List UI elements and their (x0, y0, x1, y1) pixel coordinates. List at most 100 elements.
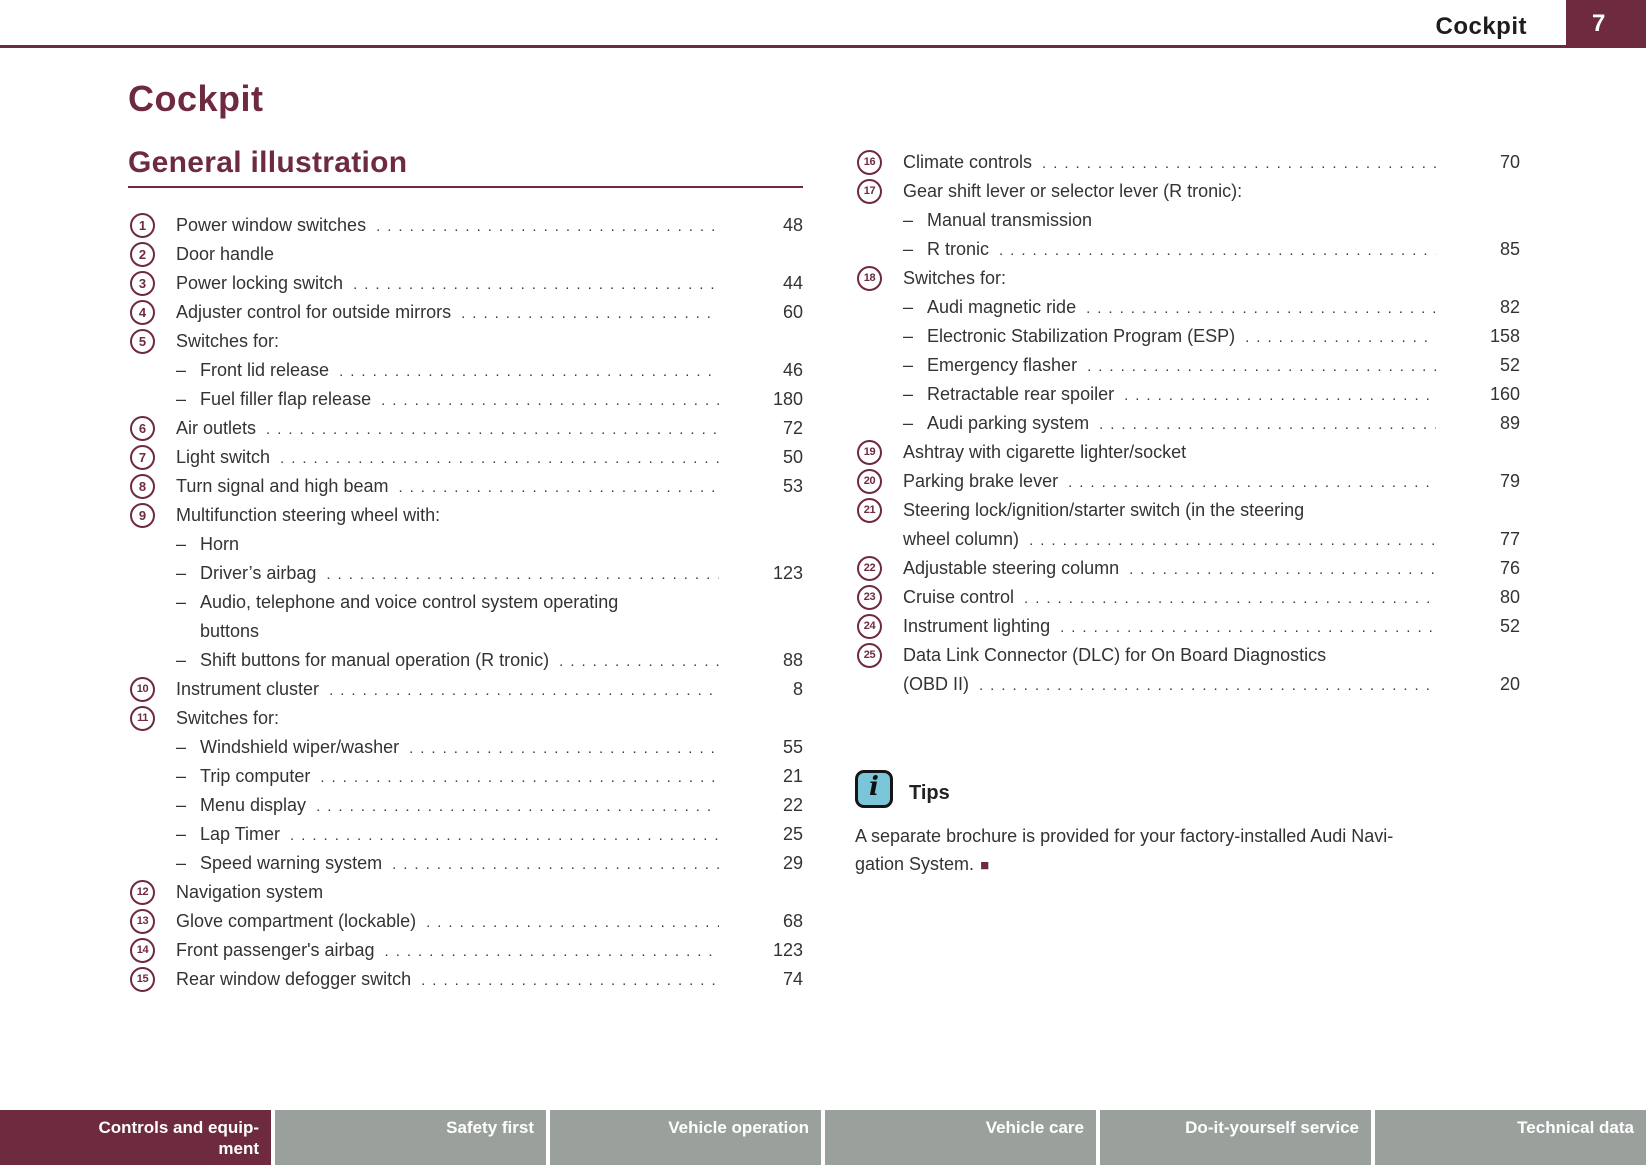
item-marker: 23 (855, 585, 903, 610)
toc-item: 11 Switches for: (128, 704, 803, 733)
toc-line: 2 Door handle (128, 240, 803, 269)
dot-leader (376, 218, 719, 235)
toc-line: (OBD II) 20 (855, 670, 1520, 699)
toc-line: 20 Parking brake lever 79 (855, 467, 1520, 496)
toc-item-label: Switches for: (176, 331, 280, 351)
toc-line: 21 Steering lock/ignition/starter switch … (855, 496, 1520, 525)
item-marker: 14 (128, 938, 176, 963)
toc-line: 25 Data Link Connector (DLC) for On Board… (855, 641, 1520, 670)
dot-leader (1068, 474, 1436, 491)
toc-item-label: Air outlets (176, 418, 257, 438)
toc-item-label: Turn signal and high beam (176, 476, 389, 496)
toc-item: 9 Multifunction steering wheel with: (128, 501, 803, 530)
dash-bullet: – (903, 297, 914, 317)
toc-subitem: –Electronic Stabilization Program (ESP) 1… (855, 322, 1520, 351)
tips-text-line1: A separate brochure is provided for your… (855, 826, 1394, 846)
page-number-box: 7 (1566, 0, 1646, 48)
item-marker: 11 (128, 706, 176, 731)
toc-line: –Driver’s airbag 123 (128, 559, 803, 588)
page-title: Cockpit (128, 78, 264, 119)
toc-line: –Audi magnetic ride 82 (855, 293, 1520, 322)
toc-item-page: 85 (1499, 239, 1520, 259)
item-marker: 1 (128, 213, 176, 238)
toc-item-page: 77 (1499, 529, 1520, 549)
item-number-badge: 7 (130, 445, 155, 470)
toc-item-label: Ashtray with cigarette lighter/socket (903, 442, 1187, 462)
footer-tab-do-it-yourself-service[interactable]: Do-it-yourself service (1100, 1110, 1371, 1165)
dash-bullet: – (176, 650, 187, 670)
toc-item-page: 53 (782, 476, 803, 496)
toc-line: –Retractable rear spoiler 160 (855, 380, 1520, 409)
item-marker: 10 (128, 677, 176, 702)
dot-leader (559, 653, 719, 670)
dot-leader (398, 479, 719, 496)
right-column: 16 Climate controls 70 17 Gear shift lever o… (855, 148, 1520, 699)
toc-subitem: –Front lid release 46 (128, 356, 803, 385)
dot-leader (353, 276, 719, 293)
footer-tab-label: Technical data (1517, 1118, 1634, 1137)
toc-item: 5 Switches for: (128, 327, 803, 356)
toc-item: 18 Switches for: (855, 264, 1520, 293)
toc-item-page: 123 (772, 940, 803, 960)
dot-leader (1086, 300, 1436, 317)
toc-item-page: 74 (782, 969, 803, 989)
footer-tab-vehicle-care[interactable]: Vehicle care (825, 1110, 1096, 1165)
item-marker: 5 (128, 329, 176, 354)
dash-bullet: – (176, 737, 187, 757)
toc-item-page: 55 (782, 737, 803, 757)
toc-line: –Windshield wiper/washer 55 (128, 733, 803, 762)
toc-line: –Lap Timer 25 (128, 820, 803, 849)
item-number-badge: 19 (857, 440, 882, 465)
toc-item-page: 79 (1499, 471, 1520, 491)
footer-tab-vehicle-operation[interactable]: Vehicle operation (550, 1110, 821, 1165)
footer-tab-technical-data[interactable]: Technical data (1375, 1110, 1646, 1165)
dot-leader (339, 363, 719, 380)
toc-item: 10 Instrument cluster 8 (128, 675, 803, 704)
footer-tab-safety-first[interactable]: Safety first (275, 1110, 546, 1165)
dot-leader (999, 242, 1436, 259)
toc-subitem: –Retractable rear spoiler 160 (855, 380, 1520, 409)
toc-subitem: –Speed warning system 29 (128, 849, 803, 878)
toc-item-label: Front passenger's airbag (176, 940, 375, 960)
item-marker: 4 (128, 300, 176, 325)
toc-item-label: Audi magnetic ride (927, 297, 1077, 317)
item-marker: 3 (128, 271, 176, 296)
toc-item-page: 158 (1489, 326, 1520, 346)
toc-line: 23 Cruise control 80 (855, 583, 1520, 612)
item-marker: 13 (128, 909, 176, 934)
toc-item-page: 70 (1499, 152, 1520, 172)
tips-title: Tips (909, 782, 950, 804)
dot-leader (1042, 155, 1436, 172)
toc-item-label: Manual transmission (927, 210, 1093, 230)
toc-line: 14 Front passenger's airbag 123 (128, 936, 803, 965)
footer-tab-controls-and-equip-ment[interactable]: Controls and equip-ment (0, 1110, 271, 1165)
dot-leader (426, 914, 719, 931)
item-number-badge: 12 (130, 880, 155, 905)
toc-item-label: Instrument cluster (176, 679, 320, 699)
toc-item-label: Adjustable steering column (903, 558, 1120, 578)
toc-line: –Emergency flasher 52 (855, 351, 1520, 380)
toc-line: – Audio, telephone and voice control syst… (128, 588, 803, 617)
dot-leader (1029, 532, 1436, 549)
footer-tabs: Controls and equip-ment Safety first Vehic… (0, 1110, 1646, 1165)
toc-line: – Manual transmission (855, 206, 1520, 235)
info-icon: i (855, 770, 893, 808)
item-number-badge: 14 (130, 938, 155, 963)
toc-item-label: Steering lock/ignition/starter switch (i… (903, 500, 1305, 520)
toc-subitem: –Fuel filler flap release 180 (128, 385, 803, 414)
toc-item-label: (OBD II) (903, 674, 969, 694)
item-marker: 25 (855, 643, 903, 668)
header-rule (0, 45, 1646, 48)
toc-item-page: 20 (1499, 674, 1520, 694)
item-marker: 7 (128, 445, 176, 470)
toc-line: –Front lid release 46 (128, 356, 803, 385)
header-section-label: Cockpit (1435, 13, 1527, 40)
item-number-badge: 10 (130, 677, 155, 702)
toc-line: 12 Navigation system (128, 878, 803, 907)
item-marker: 2 (128, 242, 176, 267)
toc-line: 18 Switches for: (855, 264, 1520, 293)
item-marker: 21 (855, 498, 903, 523)
toc-subitem: – Manual transmission (855, 206, 1520, 235)
dot-leader (409, 740, 719, 757)
